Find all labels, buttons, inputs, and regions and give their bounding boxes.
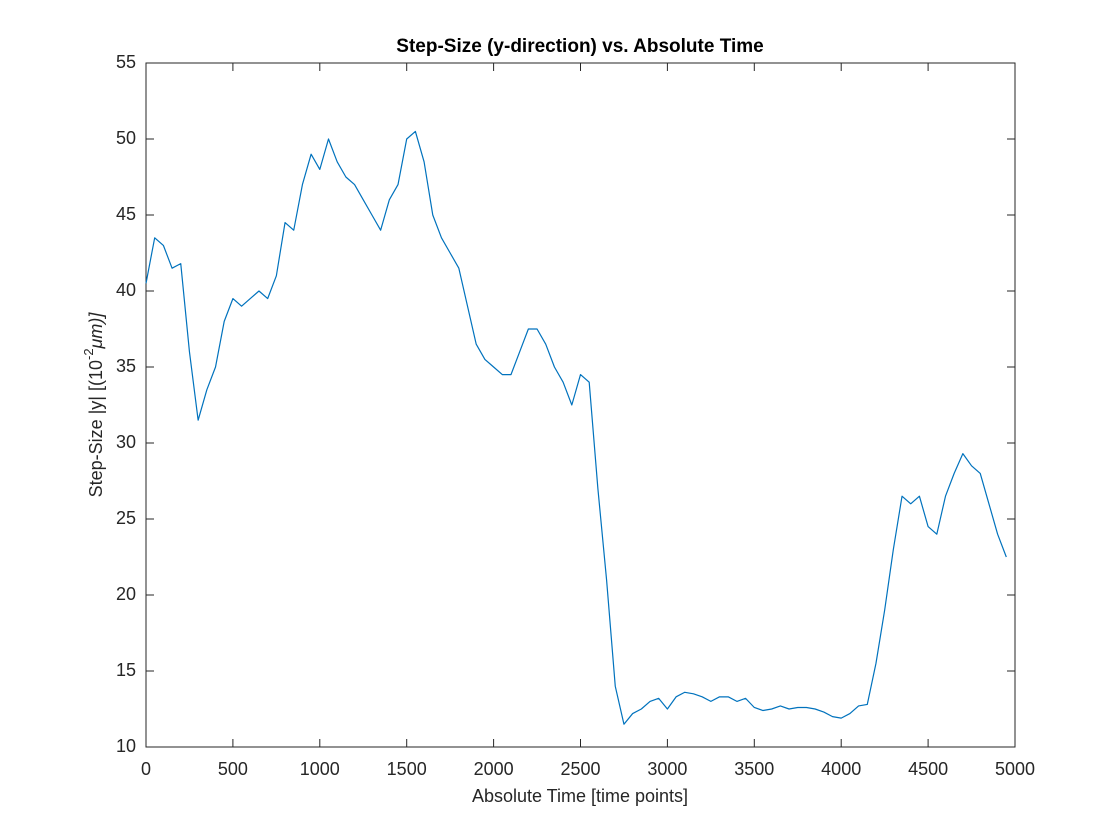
y-tick-label: 30	[116, 432, 136, 452]
x-tick-label: 0	[141, 759, 151, 779]
x-tick-label: 1500	[387, 759, 427, 779]
x-tick-label: 5000	[995, 759, 1035, 779]
x-tick-label: 2500	[560, 759, 600, 779]
y-tick-label: 55	[116, 52, 136, 72]
x-tick-label: 2000	[474, 759, 514, 779]
plot-box	[145, 62, 1016, 748]
x-tick-label: 4500	[908, 759, 948, 779]
y-tick-label: 15	[116, 660, 136, 680]
data-line	[145, 130, 1007, 725]
y-tick-label: 45	[116, 204, 136, 224]
y-tick-label: 10	[116, 736, 136, 756]
y-label-part: μm)]	[86, 312, 106, 350]
x-tick-label: 4000	[821, 759, 861, 779]
y-tick-label: 35	[116, 356, 136, 376]
y-label-part: Step-Size |y| [(10	[86, 360, 106, 497]
y-tick-label: 40	[116, 280, 136, 300]
x-tick-label: 3500	[734, 759, 774, 779]
x-tick-label: 3000	[647, 759, 687, 779]
y-tick-label: 20	[116, 584, 136, 604]
chart-title: Step-Size (y-direction) vs. Absolute Tim…	[396, 36, 763, 57]
y-axis-label: Step-Size |y| [(10-2μm)]	[81, 312, 105, 498]
x-axis-label: Absolute Time [time points]	[472, 786, 688, 806]
y-label-superscript: -2	[81, 348, 96, 360]
x-tick-label: 1000	[300, 759, 340, 779]
y-tick-label: 25	[116, 508, 136, 528]
y-tick-label: 50	[116, 128, 136, 148]
x-tick-label: 500	[218, 759, 248, 779]
